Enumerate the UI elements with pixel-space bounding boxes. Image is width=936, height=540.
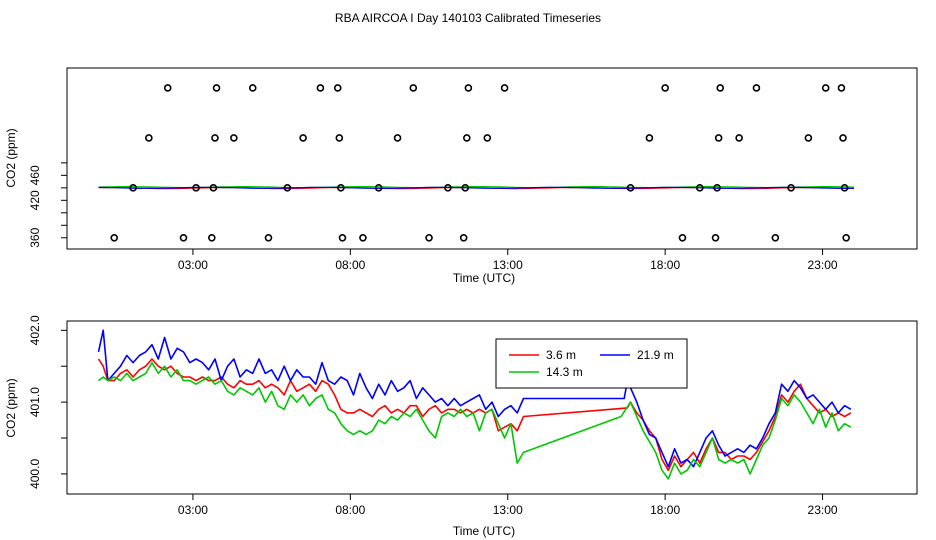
top-x-tick-label: 08:00: [335, 258, 365, 272]
bottom-y-tick-label: 401.0: [28, 387, 42, 417]
top-scatter-points: [110, 84, 850, 242]
scatter-point: [626, 184, 635, 192]
scatter-point: [211, 134, 219, 142]
top-y-tick-label: 360: [28, 227, 42, 247]
top-y-tick-label: 420: [28, 190, 42, 210]
scatter-point: [839, 134, 847, 142]
top-panel: 03:00 08:00 13:00 18:00 23:00 360 420 460 Time…: [4, 67, 918, 285]
top-series-lines: [98, 186, 855, 190]
scatter-point: [842, 233, 850, 242]
legend-label-21-9m: 21.9 m: [637, 348, 674, 362]
scatter-point: [208, 233, 216, 242]
bottom-x-tick-label: 18:00: [650, 503, 680, 517]
scatter-point: [821, 84, 830, 92]
scatter-point: [713, 184, 721, 192]
bottom-y-tick-label: 400.0: [28, 459, 42, 489]
legend-label-3-6m: 3.6 m: [546, 348, 576, 362]
top-y-axis-label: CO2 (ppm): [4, 128, 18, 187]
scatter-point: [787, 184, 795, 192]
bottom-x-axis: 03:00 08:00 13:00 18:00 23:00: [178, 494, 838, 517]
scatter-point: [316, 84, 325, 92]
scatter-point: [409, 84, 418, 92]
bottom-y-axis-label: CO2 (ppm): [4, 378, 18, 437]
series-line-3-6-m: [97, 358, 852, 472]
top-y-tick-label: 460: [28, 165, 42, 185]
scatter-point: [283, 184, 292, 192]
scatter-point: [374, 184, 383, 192]
scatter-point: [110, 233, 119, 242]
scatter-point: [264, 233, 273, 242]
scatter-point: [837, 84, 846, 92]
scatter-point: [804, 134, 813, 142]
legend-box: [495, 338, 688, 389]
scatter-point: [461, 184, 470, 192]
scatter-point: [716, 84, 725, 92]
scatter-point: [209, 184, 218, 192]
scatter-point: [840, 184, 849, 192]
top-series-line: [98, 186, 854, 189]
scatter-point: [711, 233, 720, 242]
scatter-point: [459, 233, 468, 242]
bottom-panel: 03:00 08:00 13:00 18:00 23:00 400.0 401.0 402.…: [4, 315, 918, 538]
top-series-line: [98, 186, 855, 189]
top-plot-frame: [66, 67, 918, 250]
bottom-x-tick-label: 13:00: [493, 503, 523, 517]
scatter-point: [771, 233, 780, 242]
scatter-point: [661, 84, 669, 92]
scatter-point: [463, 134, 471, 142]
top-x-tick-label: 23:00: [808, 258, 838, 272]
scatter-point: [333, 84, 342, 92]
top-x-tick-label: 03:00: [178, 258, 208, 272]
series-line-21-9-m: [97, 329, 852, 468]
scatter-point: [335, 134, 344, 142]
scatter-point: [129, 184, 137, 192]
top-y-axis: 360 420 460: [28, 162, 67, 248]
scatter-point: [299, 134, 307, 142]
scatter-point: [212, 84, 221, 92]
scatter-point: [359, 233, 367, 242]
scatter-point: [645, 134, 654, 142]
scatter-point: [444, 184, 452, 192]
chart-title: RBA AIRCOA I Day 140103 Calibrated Times…: [335, 11, 601, 25]
bottom-y-axis: 400.0 401.0 402.0: [28, 315, 67, 489]
top-x-tick-label: 18:00: [650, 258, 680, 272]
scatter-point: [192, 184, 200, 192]
legend-label-14-3m: 14.3 m: [546, 365, 583, 379]
scatter-point: [179, 233, 188, 242]
bottom-x-tick-label: 08:00: [335, 503, 365, 517]
scatter-point: [425, 233, 433, 242]
top-x-axis-label: Time (UTC): [453, 271, 515, 285]
scatter-point: [752, 84, 761, 92]
series-line-14-3-m: [98, 361, 852, 480]
bottom-series-lines: [97, 329, 852, 480]
scatter-point: [464, 84, 473, 92]
bottom-x-axis-label: Time (UTC): [453, 524, 515, 538]
legend: 3.6 m 21.9 m 14.3 m: [495, 338, 688, 389]
bottom-y-tick-label: 402.0: [28, 315, 42, 345]
bottom-x-tick-label: 23:00: [808, 503, 838, 517]
scatter-point: [248, 84, 257, 92]
scatter-point: [483, 134, 492, 142]
bottom-plot-frame: [66, 320, 918, 495]
scatter-point: [678, 233, 687, 242]
bottom-x-tick-label: 03:00: [178, 503, 208, 517]
scatter-point: [337, 184, 345, 192]
top-x-axis: 03:00 08:00 13:00 18:00 23:00: [178, 249, 838, 272]
scatter-point: [163, 84, 172, 92]
scatter-point: [338, 233, 347, 242]
scatter-point: [500, 84, 509, 92]
top-x-tick-label: 13:00: [493, 258, 523, 272]
scatter-point: [735, 134, 743, 142]
scatter-point: [145, 134, 153, 142]
scatter-point: [230, 134, 238, 142]
scatter-point: [714, 134, 723, 142]
scatter-point: [695, 184, 704, 192]
scatter-point: [393, 134, 402, 142]
